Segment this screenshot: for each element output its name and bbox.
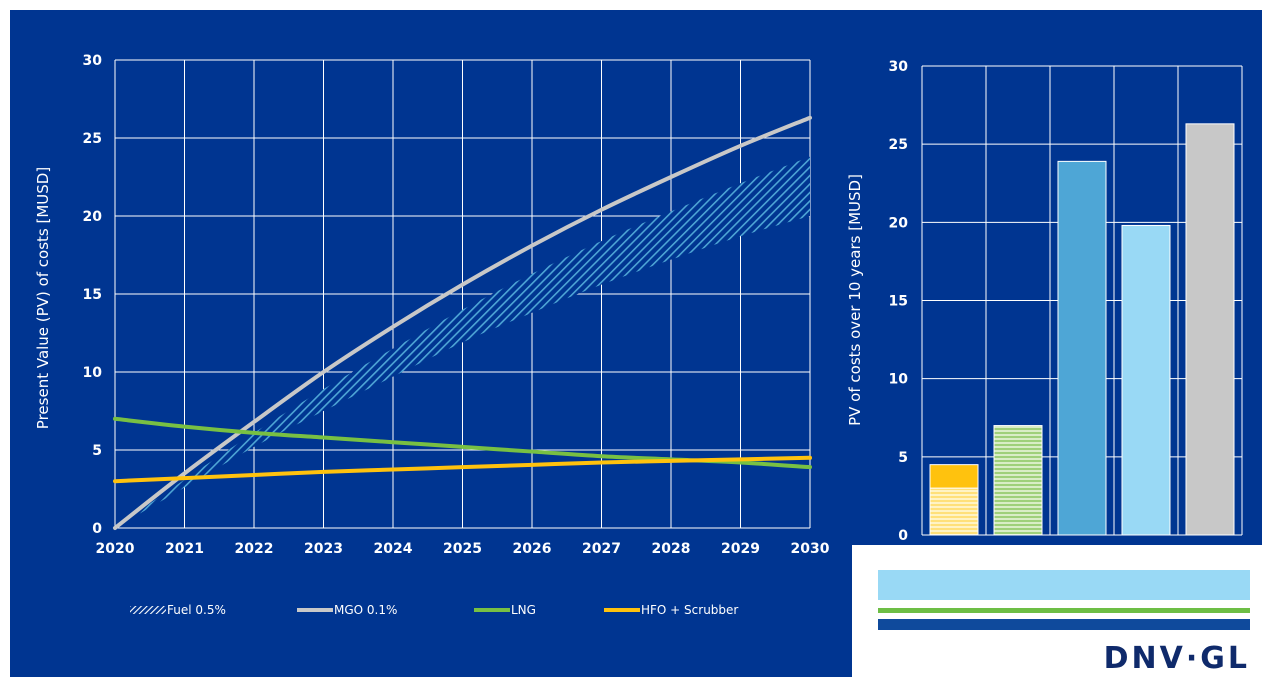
x-tick-label: 2027 (582, 541, 621, 557)
logo-green-bar (878, 608, 1250, 613)
legend-label: LNG (511, 603, 536, 617)
legend-label: MGO 0.1% (334, 603, 397, 617)
logo-background (852, 545, 1272, 687)
bar (1185, 123, 1235, 536)
bars-layer (929, 123, 1235, 536)
line-chart-grid (114, 59, 811, 529)
x-tick-label: 2024 (374, 541, 413, 557)
x-tick-label: 2026 (513, 541, 552, 557)
bar (993, 425, 1043, 536)
y-tick-label: 5 (92, 443, 102, 459)
legend-label: HFO + Scrubber (641, 603, 738, 617)
series-lines-layer (113, 115, 812, 530)
fuel-band (115, 156, 810, 528)
bar-segment-upper (929, 464, 979, 489)
x-tick-label: 2020 (96, 541, 135, 557)
y-tick-label: 30 (889, 59, 909, 75)
x-tick-label: 2029 (721, 541, 760, 557)
x-tick-label: 2022 (235, 541, 274, 557)
line-chart: 2020 2021 2022 2023 2024 2025 2026 2027 2028 2029… (34, 53, 830, 617)
y-tick-label: 30 (83, 53, 103, 69)
x-tick-label: 2023 (304, 541, 343, 557)
bar (1121, 224, 1171, 536)
series-line-mgo (113, 115, 812, 530)
x-tick-label: 2021 (165, 541, 204, 557)
series-line-hfo (113, 455, 812, 484)
y-tick-label: 5 (898, 450, 908, 466)
bar-segment-lower (929, 487, 979, 536)
bar (1057, 160, 1107, 536)
x-tick-label: 2030 (791, 541, 830, 557)
x-tick-label: 2025 (443, 541, 482, 557)
logo-light-blue-bar (878, 570, 1250, 600)
y-tick-label: 25 (83, 131, 102, 147)
logo-text: DNV·GL (1104, 641, 1250, 676)
y-tick-label: 10 (83, 365, 103, 381)
y-tick-label: 15 (889, 294, 908, 310)
fuel-band-layer (115, 156, 810, 528)
y-tick-label: 0 (92, 521, 102, 537)
bar-chart: 0 5 10 15 20 25 30 PV of costs over 10 years [… (846, 59, 1243, 544)
line-chart-ylabel: Present Value (PV) of costs [MUSD] (34, 167, 52, 429)
legend-label: Fuel 0.5% (167, 603, 226, 617)
y-tick-label: 20 (83, 209, 103, 225)
legend-swatch (130, 606, 166, 614)
bar-chart-tick-labels: 0 5 10 15 20 25 30 (889, 59, 909, 544)
dnv-gl-logo: DNV·GL (852, 545, 1272, 687)
bar-chart-ylabel: PV of costs over 10 years [MUSD] (846, 174, 864, 426)
y-tick-label: 15 (83, 287, 102, 303)
line-chart-tick-labels: 2020 2021 2022 2023 2024 2025 2026 2027 2028 2029… (83, 53, 830, 557)
y-tick-label: 20 (889, 215, 909, 231)
logo-dark-blue-bar (878, 619, 1250, 630)
y-tick-label: 10 (889, 372, 909, 388)
x-tick-label: 2028 (652, 541, 691, 557)
y-tick-label: 0 (898, 528, 908, 544)
y-tick-label: 25 (889, 137, 908, 153)
legend: Fuel 0.5% MGO 0.1% LNG HFO + Scrubber (130, 603, 738, 617)
